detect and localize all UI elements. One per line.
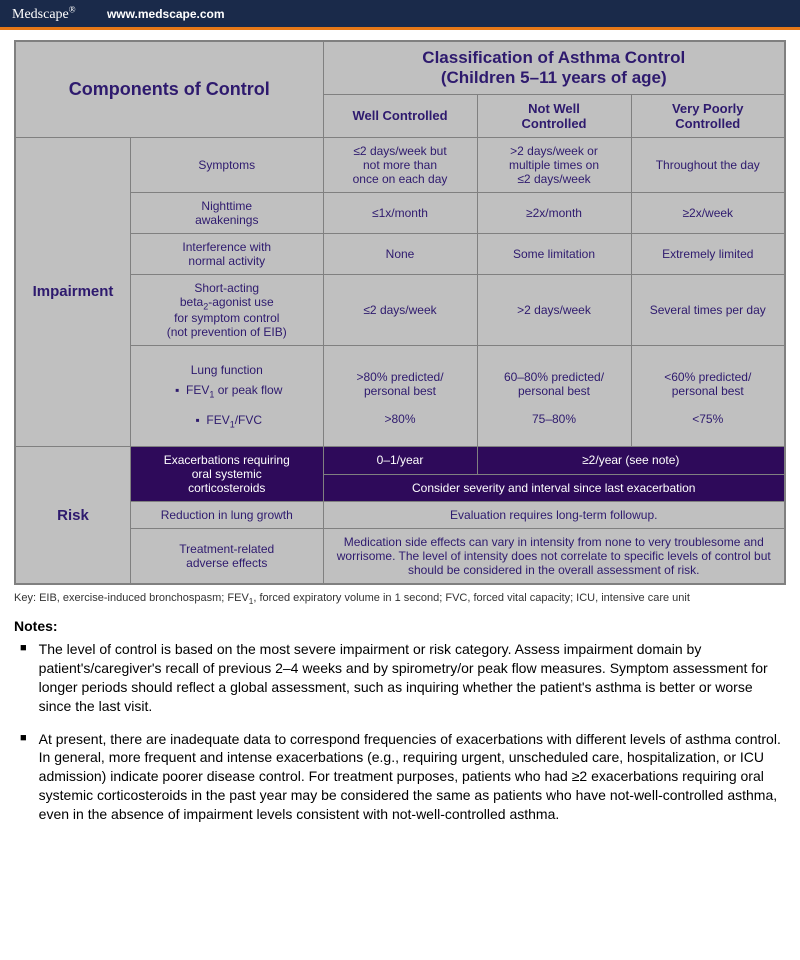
row-lung: Lung function ▪ FEV1 or peak flow ▪ FEV1… bbox=[131, 346, 324, 447]
site-url[interactable]: www.medscape.com bbox=[107, 7, 225, 21]
header-components: Components of Control bbox=[15, 41, 323, 138]
header-poor: Very PoorlyControlled bbox=[631, 94, 785, 137]
row-interference: Interference withnormal activity bbox=[131, 233, 324, 274]
row-adverse: Treatment-relatedadverse effects bbox=[131, 529, 324, 585]
key-text: Key: EIB, exercise-induced bronchospasm;… bbox=[14, 591, 786, 608]
row-nighttime: Nighttimeawakenings bbox=[131, 192, 324, 233]
topbar: Medscape® www.medscape.com bbox=[0, 0, 800, 30]
risk-label: Risk bbox=[15, 447, 131, 585]
note-1: ■The level of control is based on the mo… bbox=[20, 640, 786, 716]
header-well: Well Controlled bbox=[323, 94, 477, 137]
row-growth: Reduction in lung growth bbox=[131, 502, 324, 529]
brand-logo: Medscape® bbox=[12, 7, 76, 22]
notes-heading: Notes: bbox=[14, 618, 786, 634]
asthma-control-table: Components of Control Classification of … bbox=[14, 40, 786, 585]
impairment-label: Impairment bbox=[15, 137, 131, 446]
exac-note: Consider severity and interval since las… bbox=[323, 474, 785, 502]
note-2: ■At present, there are inadequate data t… bbox=[20, 730, 786, 824]
header-notwell: Not WellControlled bbox=[477, 94, 631, 137]
row-exacerbations: Exacerbations requiringoral systemiccort… bbox=[131, 447, 324, 502]
row-symptoms: Symptoms bbox=[131, 137, 324, 192]
row-saba: Short-actingbeta2-agonist usefor symptom… bbox=[131, 274, 324, 345]
header-classification: Classification of Asthma Control(Childre… bbox=[323, 41, 785, 95]
